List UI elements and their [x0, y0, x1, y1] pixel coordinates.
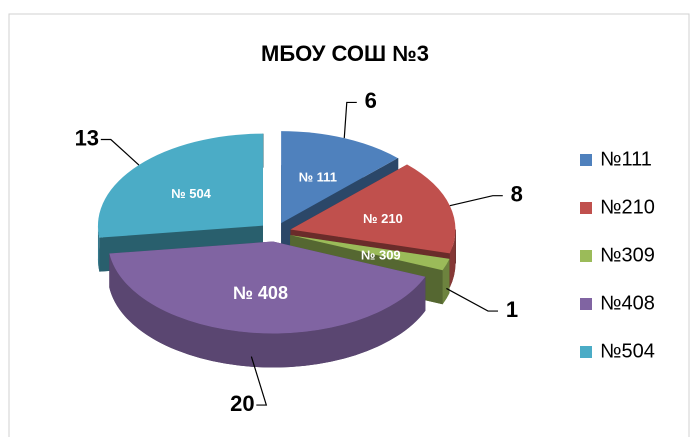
value-label: 13: [75, 125, 99, 150]
value-label: 6: [365, 88, 377, 113]
legend-label: №210: [600, 196, 655, 218]
leader-line: [343, 101, 357, 139]
leader-line: [449, 195, 503, 207]
legend-label: №504: [600, 340, 655, 362]
slice-top: [109, 241, 426, 334]
legend-label: №309: [600, 244, 655, 266]
slice-wall: [442, 258, 450, 305]
slice-top: [290, 164, 456, 254]
legend-swatch: [580, 202, 592, 214]
legend-swatch: [580, 298, 592, 310]
slice: [109, 241, 426, 368]
legend-label: №111: [600, 148, 652, 170]
slice-label: № 111: [299, 169, 337, 184]
slice-label: № 504: [171, 186, 212, 201]
slice-wall: [97, 225, 100, 272]
slice-wall: [109, 253, 426, 368]
slice-label: № 309: [361, 248, 401, 263]
legend-swatch: [580, 250, 592, 262]
slice-wall: [449, 229, 456, 288]
value-label: 20: [230, 391, 254, 416]
slice-top: [290, 235, 450, 271]
legend-swatch: [580, 346, 592, 358]
leader-line: [250, 356, 268, 406]
slice-top: [97, 133, 263, 238]
slice-label: № 408: [233, 283, 288, 303]
slice-top: [281, 131, 398, 224]
legend-swatch: [580, 154, 592, 166]
leader-line: [100, 138, 140, 166]
chart-title: МБОУ СОШ №3: [261, 41, 429, 66]
legend-label: №408: [600, 292, 655, 314]
leader-line: [446, 287, 499, 312]
slice-label: № 210: [363, 211, 403, 226]
value-label: 8: [511, 182, 523, 207]
value-label: 1: [506, 297, 518, 322]
